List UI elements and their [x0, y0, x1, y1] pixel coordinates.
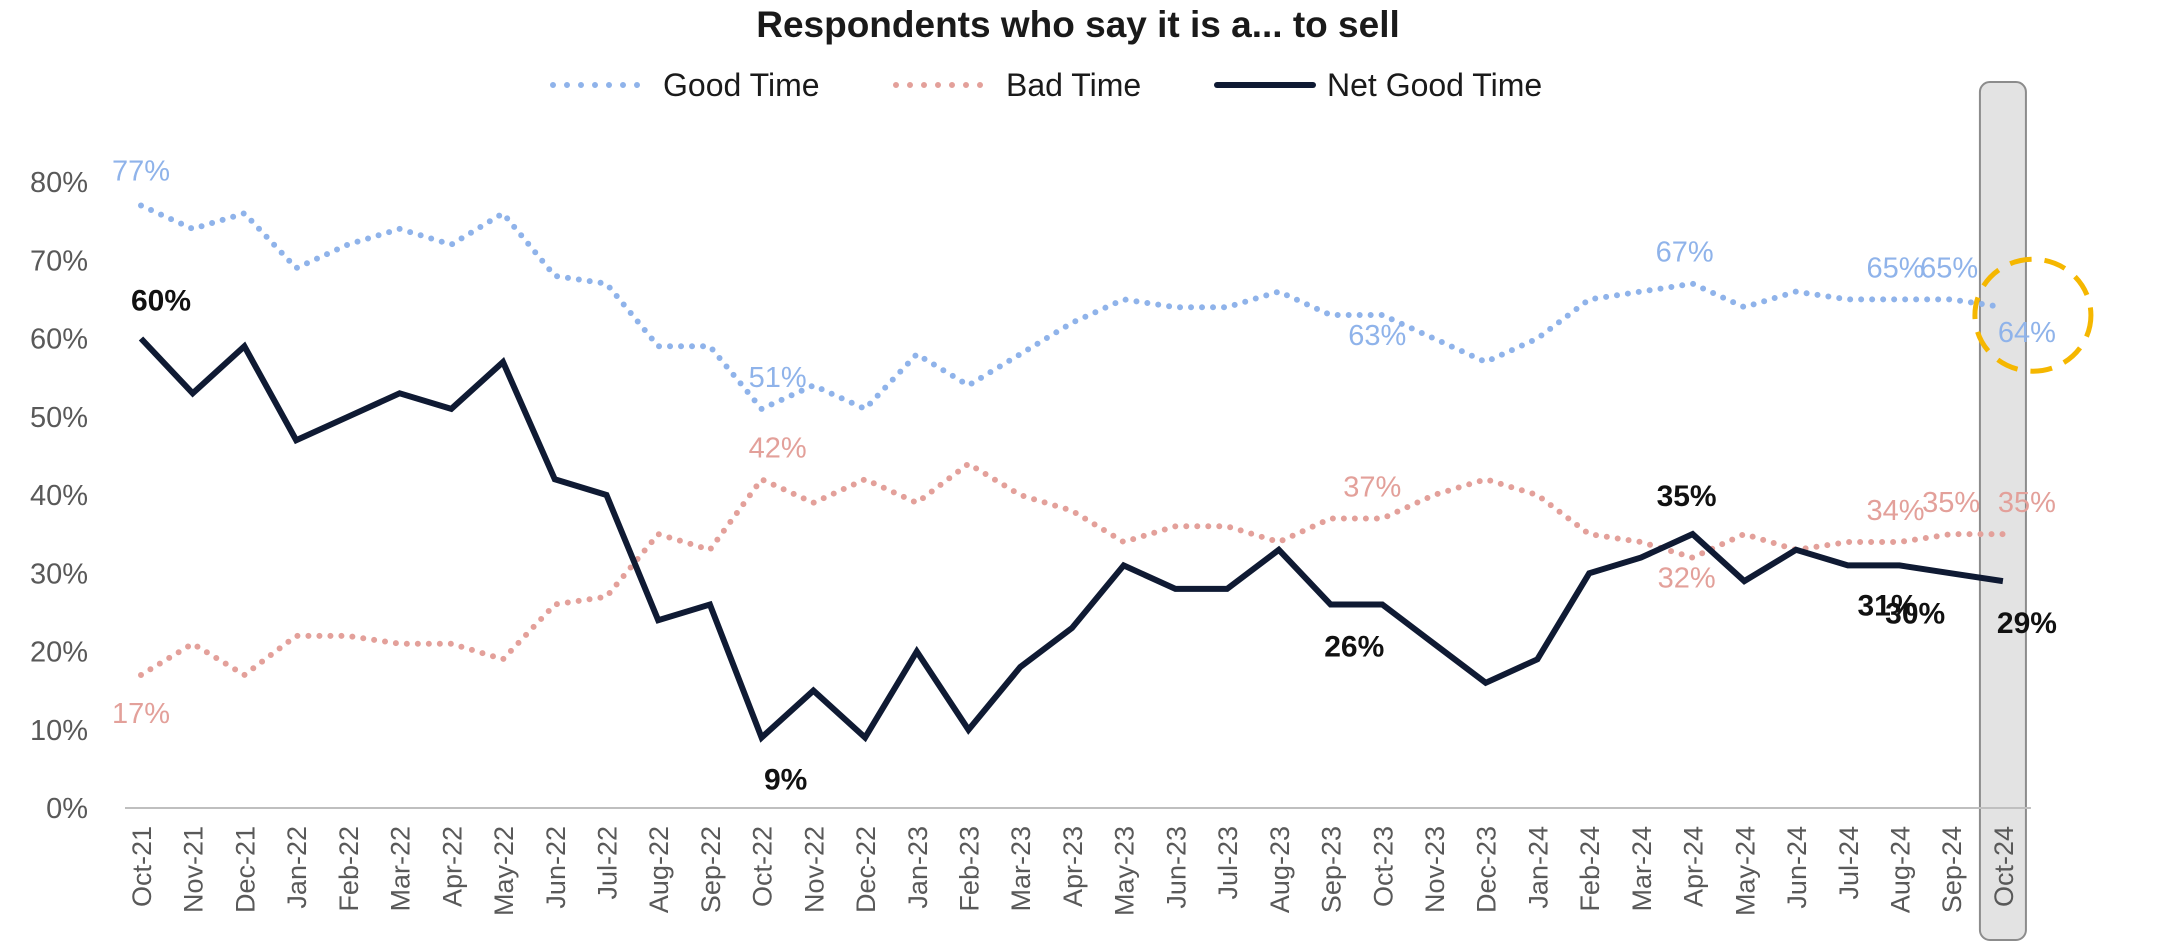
callout-circle	[1972, 256, 2094, 374]
x-tick-label: Nov-22	[799, 826, 829, 913]
data-label-bad-time: 32%	[1658, 563, 1716, 595]
x-tick-label: May-23	[1110, 826, 1140, 916]
x-tick-label: Jul-24	[1834, 826, 1864, 900]
data-label-bad-time: 17%	[112, 698, 170, 730]
x-tick-label: Apr-24	[1679, 826, 1709, 907]
x-tick-label: Jun-24	[1782, 826, 1812, 909]
x-tick-label: Jun-22	[541, 826, 571, 909]
y-tick-label: 40%	[30, 480, 88, 512]
data-label-good-time: 64%	[1998, 317, 2056, 349]
x-tick-label: Jan-22	[282, 826, 312, 909]
x-tick-label: Feb-22	[334, 826, 364, 912]
x-tick-label: Oct-23	[1368, 826, 1398, 907]
y-tick-label: 20%	[30, 637, 88, 669]
y-tick-label: 10%	[30, 715, 88, 747]
x-axis: Oct-21 Nov-21 Dec-21 Jan-22 Feb-22 Mar-22 Apr-…	[125, 807, 2031, 916]
y-tick-label: 0%	[46, 793, 88, 825]
x-tick-label: Aug-22	[644, 826, 674, 913]
x-tick-label: Mar-23	[1006, 826, 1036, 912]
y-tick-label: 50%	[30, 402, 88, 434]
x-tick-label: Sep-22	[696, 826, 726, 913]
data-label-net-good-time: 9%	[764, 764, 807, 797]
x-tick-label: Mar-22	[386, 826, 416, 912]
data-label-net-good-time: 30%	[1885, 597, 1945, 630]
x-tick-label: Jan-23	[903, 826, 933, 909]
legend-label-bad-time: Bad Time	[1006, 67, 1141, 103]
x-tick-label: Apr-23	[1058, 826, 1088, 907]
x-tick-label: Sep-24	[1937, 826, 1967, 913]
x-tick-label: Jun-23	[1161, 826, 1191, 909]
highlight-band	[1978, 81, 2027, 941]
x-tick-label: Aug-23	[1265, 826, 1295, 913]
x-tick-label: Oct-21	[127, 826, 157, 907]
x-tick-label: Dec-22	[851, 826, 881, 913]
chart-title: Respondents who say it is a... to sell	[756, 4, 1400, 45]
x-tick-label: Oct-24	[1989, 826, 2019, 907]
data-label-net-good-time: 26%	[1324, 631, 1384, 664]
data-label-net-good-time: 60%	[131, 285, 191, 318]
x-tick-label: Sep-23	[1317, 826, 1347, 913]
y-axis: 0% 10% 20% 30% 40% 50% 60% 70% 80%	[30, 167, 88, 825]
legend: Good Time Bad Time Net Good Time	[550, 67, 1542, 103]
series-line-good-time	[138, 202, 2006, 412]
y-tick-label: 70%	[30, 245, 88, 277]
x-tick-label: Jul-23	[1213, 826, 1243, 900]
data-label-net-good-time: 31%	[1857, 589, 1917, 622]
data-label-bad-time: 35%	[1922, 487, 1980, 519]
data-label-bad-time: 35%	[1998, 487, 2056, 519]
x-tick-label: Dec-21	[230, 826, 260, 913]
x-tick-label: Mar-24	[1627, 826, 1657, 912]
x-tick-label: Jan-24	[1523, 826, 1553, 909]
data-label-net-good-time: 29%	[1997, 607, 2057, 640]
y-tick-label: 60%	[30, 324, 88, 356]
x-tick-label: Aug-24	[1885, 826, 1915, 913]
x-tick-label: May-24	[1730, 826, 1760, 916]
data-label-net-good-time: 35%	[1657, 480, 1717, 513]
series-line-net-good-time	[138, 336, 2004, 743]
series-line-bad-time	[138, 460, 2006, 678]
data-label-good-time: 51%	[749, 362, 807, 394]
data-label-good-time: 67%	[1656, 237, 1714, 269]
data-label-bad-time: 42%	[749, 432, 807, 464]
y-tick-label: 30%	[30, 558, 88, 590]
x-tick-label: May-22	[489, 826, 519, 916]
data-label-bad-time: 34%	[1866, 495, 1924, 527]
x-tick-label: Nov-21	[179, 826, 209, 913]
x-tick-label: Dec-23	[1472, 826, 1502, 913]
x-tick-label: Jul-22	[592, 826, 622, 900]
data-label-good-time: 65%	[1920, 252, 1978, 284]
data-label-bad-time: 37%	[1343, 471, 1401, 503]
data-labels: 77%51%63%67% 65%65%64%17%42%37%32%34%35% 3…	[112, 155, 2057, 796]
x-tick-label: Oct-22	[748, 826, 778, 907]
data-label-good-time: 65%	[1866, 252, 1924, 284]
y-tick-label: 80%	[30, 167, 88, 199]
x-tick-label: Feb-24	[1575, 826, 1605, 912]
callout-layer	[1972, 256, 2094, 374]
legend-label-good-time: Good Time	[663, 67, 820, 103]
data-label-good-time: 77%	[112, 155, 170, 187]
data-label-good-time: 63%	[1348, 320, 1406, 352]
x-tick-label: Nov-23	[1420, 826, 1450, 913]
x-tick-label: Feb-23	[955, 826, 985, 912]
series-layer	[138, 202, 2006, 743]
x-tick-label: Apr-22	[437, 826, 467, 907]
legend-label-net-good-time: Net Good Time	[1327, 67, 1542, 103]
